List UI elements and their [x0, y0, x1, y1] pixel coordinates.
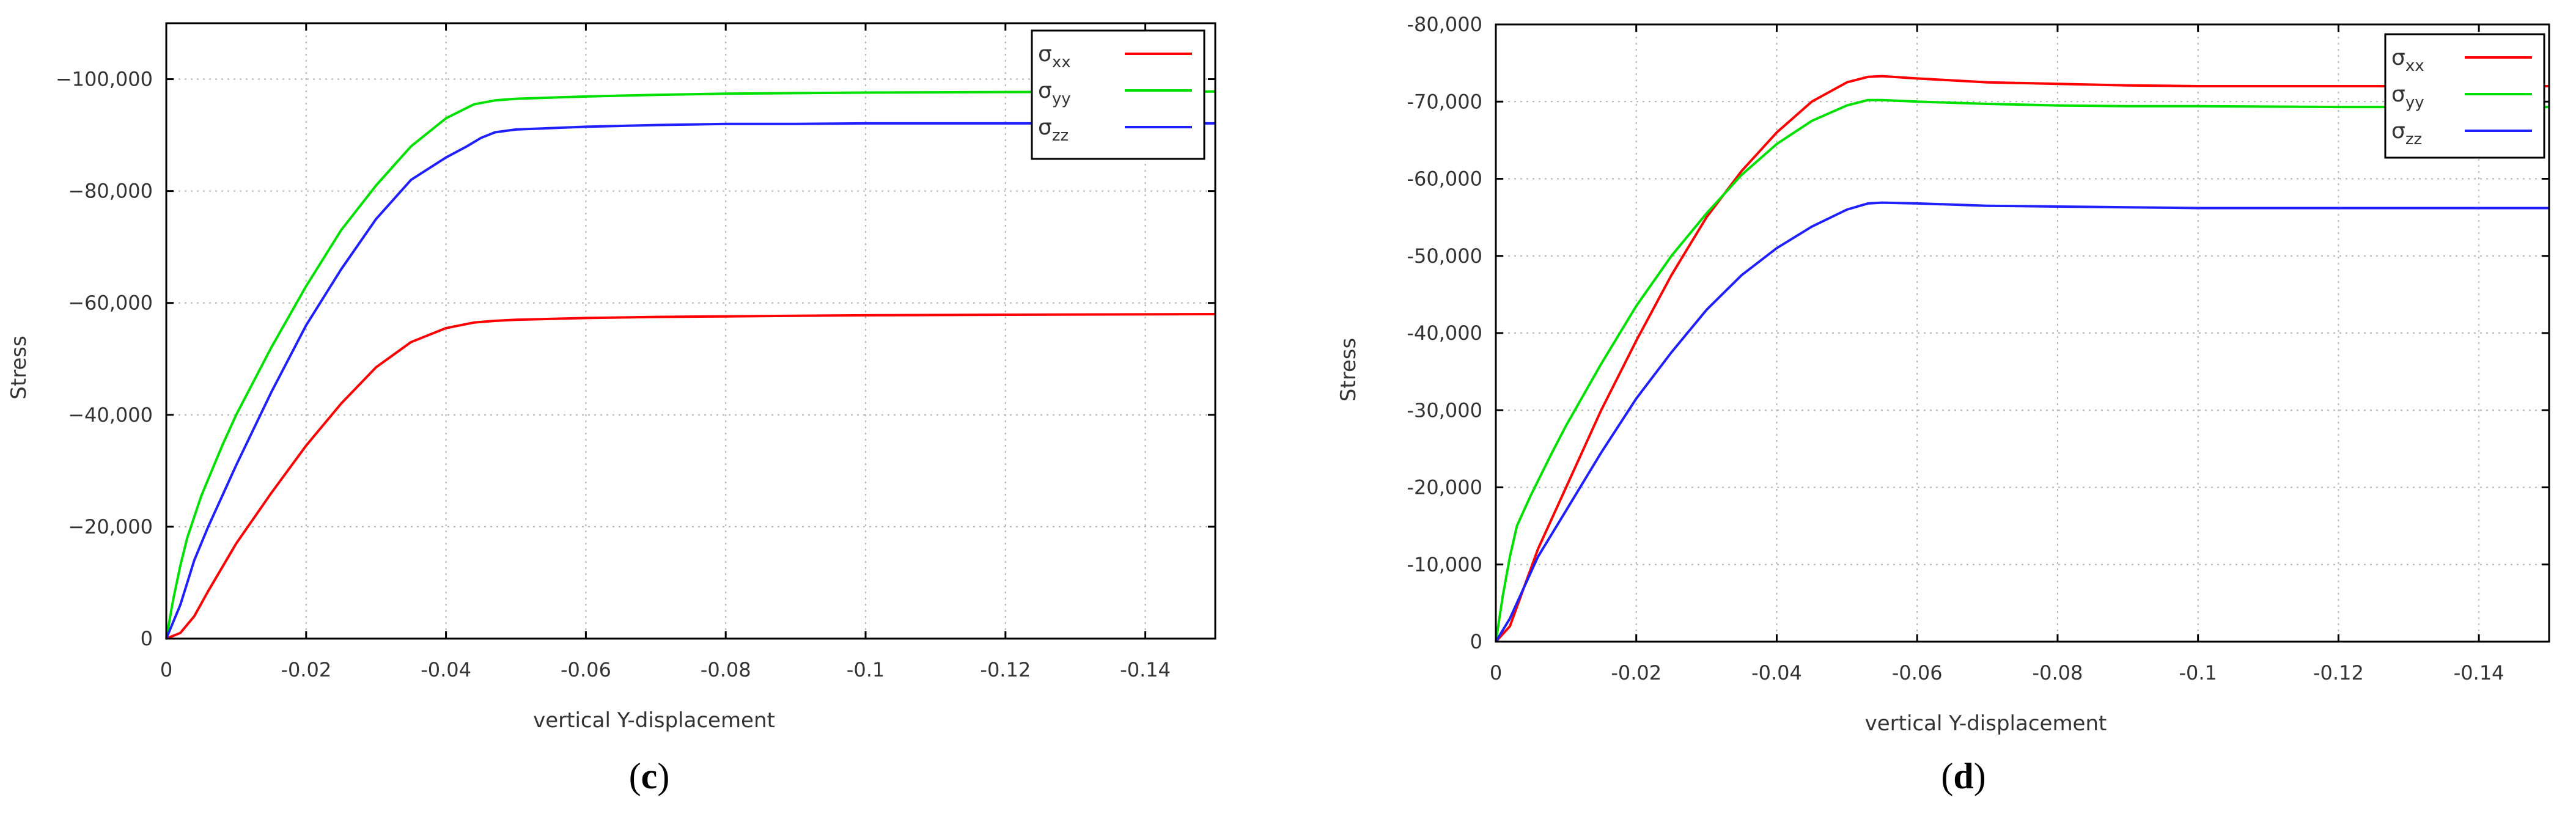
- x-tick-label: -0.14: [2454, 661, 2504, 684]
- panel-caption: (c): [629, 756, 670, 796]
- legend-entry-label: σzz: [2391, 119, 2422, 148]
- legend: σxx σyy σzz: [2384, 33, 2545, 159]
- y-tick-label: -10,000: [1407, 553, 1482, 576]
- series-line-sigma-yy: [165, 90, 1216, 639]
- legend-entry-label: σyy: [2391, 82, 2424, 112]
- y-tick-label: 0: [1470, 630, 1482, 653]
- x-tick-label: -0.12: [980, 658, 1031, 681]
- y-tick-label: -70,000: [1407, 90, 1482, 113]
- panel-caption: (d): [1941, 756, 1985, 796]
- x-tick-label: -0.06: [561, 658, 611, 681]
- y-tick-label: -20,000: [1407, 476, 1482, 499]
- series-line-sigma-zz: [165, 122, 1215, 639]
- legend-entry-label: σzz: [1038, 115, 1069, 145]
- x-tick-label: -0.06: [1892, 661, 1943, 684]
- legend-entry-label: σxx: [1038, 42, 1071, 72]
- series-line-sigma-xx: [166, 313, 1216, 640]
- y-tick-label: 0: [141, 627, 153, 650]
- y-tick-label: −80,000: [68, 180, 153, 203]
- x-tick-label: -0.1: [2179, 661, 2217, 684]
- x-tick-label: -0.02: [1611, 661, 1662, 684]
- x-tick-label: -0.1: [847, 658, 885, 681]
- y-tick-label: −20,000: [68, 515, 153, 538]
- legend-box: [1031, 29, 1205, 160]
- y-tick-label: -40,000: [1407, 321, 1482, 345]
- series-line-sigma-yy: [1495, 98, 2549, 642]
- y-tick-label: −60,000: [68, 292, 153, 315]
- plot-frame: [165, 22, 1216, 640]
- x-axis-label: vertical Y-displacement: [533, 708, 775, 733]
- y-tick-label: -50,000: [1407, 244, 1482, 268]
- y-axis-label: Stress: [1336, 338, 1361, 402]
- y-tick-label: -60,000: [1407, 167, 1482, 191]
- chart-panel-d: 0 -0.02 -0.04 -0.06 -0.08 -0.1 -0.12 -0.14 0 -10,…: [1336, 13, 2550, 736]
- y-tick-label: -30,000: [1407, 398, 1482, 422]
- y-tick-label: −100,000: [56, 68, 153, 91]
- x-tick-label: -0.08: [2033, 661, 2083, 684]
- legend-entry-label: σxx: [2391, 45, 2424, 75]
- legend: σxx σyy σzz: [1031, 29, 1205, 160]
- legend-box: [2384, 33, 2545, 159]
- x-tick-label: -0.02: [281, 658, 331, 681]
- x-tick-label: -0.04: [421, 658, 471, 681]
- x-axis-label: vertical Y-displacement: [1865, 711, 2107, 736]
- y-axis-label: Stress: [7, 336, 31, 400]
- legend-entry-label: σyy: [1038, 78, 1071, 108]
- series-line-sigma-zz: [1495, 201, 2549, 643]
- y-tick-label: −40,000: [68, 403, 153, 427]
- y-tick-label: -80,000: [1407, 13, 1482, 36]
- chart-panel-c: 0 -0.02 -0.04 -0.06 -0.08 -0.1 -0.12 -0.14 0 −20,…: [7, 22, 1216, 733]
- x-tick-label: -0.04: [1751, 661, 1802, 684]
- x-tick-label: -0.14: [1120, 658, 1171, 681]
- series-line-sigma-xx: [1495, 75, 2549, 643]
- x-tick-label: -0.08: [701, 658, 751, 681]
- x-tick-label: -0.12: [2313, 661, 2364, 684]
- x-tick-label: 0: [1490, 661, 1502, 684]
- x-tick-label: 0: [160, 658, 172, 681]
